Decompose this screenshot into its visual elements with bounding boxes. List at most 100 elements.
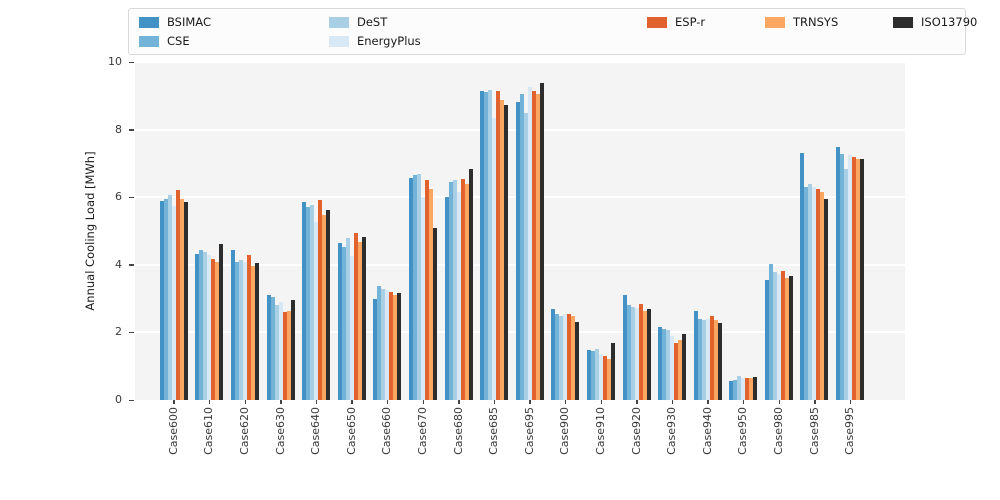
bar-cse-case900 bbox=[555, 313, 560, 400]
bar-group-case695 bbox=[512, 62, 548, 400]
bar-dest-case600 bbox=[167, 194, 172, 400]
legend-entry-espr: ESP-r bbox=[647, 15, 765, 29]
y-tick-mark-8 bbox=[129, 129, 134, 131]
bar-iso13790-case680 bbox=[468, 169, 473, 400]
bar-group-case630 bbox=[263, 62, 299, 400]
bar-esp-r-case630 bbox=[282, 312, 287, 400]
bar-bsimac-case670 bbox=[408, 177, 413, 400]
bar-iso13790-case985 bbox=[824, 198, 829, 400]
bar-energyplus-case660 bbox=[385, 290, 390, 400]
bar-group-case685 bbox=[476, 62, 512, 400]
x-tick-mark-case680 bbox=[458, 400, 460, 404]
bar-energyplus-case610 bbox=[207, 254, 212, 400]
bar-group-case995 bbox=[832, 62, 868, 400]
legend-swatch-bsimac bbox=[139, 16, 159, 28]
x-tick-label-case660: Case660 bbox=[380, 407, 394, 455]
x-tick-label-case640: Case640 bbox=[309, 407, 323, 455]
x-tick-mark-case600 bbox=[173, 400, 175, 404]
bar-group-case900 bbox=[548, 62, 584, 400]
bar-trnsys-case600 bbox=[179, 198, 184, 400]
bar-energyplus-case630 bbox=[278, 302, 283, 400]
x-tick-mark-case910 bbox=[600, 400, 602, 404]
legend-entry-bsimac: BSIMAC bbox=[139, 15, 329, 29]
bar-energyplus-case940 bbox=[705, 318, 710, 400]
x-tick-mark-case660 bbox=[386, 400, 389, 404]
y-tick-mark-0 bbox=[129, 399, 134, 401]
bar-iso13790-case995 bbox=[860, 159, 865, 400]
x-tick-mark-case930 bbox=[671, 400, 674, 404]
bar-iso13790-case695 bbox=[539, 83, 544, 400]
bar-group-case640 bbox=[298, 62, 334, 400]
bar-iso13790-case920 bbox=[646, 308, 651, 400]
bar-bsimac-case600 bbox=[159, 201, 164, 400]
bar-cse-case685 bbox=[484, 91, 489, 400]
bar-iso13790-case930 bbox=[682, 333, 687, 400]
bar-esp-r-case610 bbox=[211, 258, 216, 400]
x-tick-mark-case650 bbox=[351, 400, 353, 404]
bar-esp-r-case695 bbox=[531, 91, 536, 400]
bar-energyplus-case910 bbox=[598, 354, 603, 400]
bar-dest-case620 bbox=[238, 260, 243, 400]
bar-energyplus-case920 bbox=[634, 308, 639, 400]
bar-esp-r-case650 bbox=[353, 232, 358, 400]
bar-bsimac-case930 bbox=[658, 327, 663, 400]
bar-dest-case900 bbox=[559, 315, 564, 400]
x-tick-mark-case695 bbox=[529, 400, 531, 404]
bar-esp-r-case670 bbox=[424, 179, 429, 400]
x-tick-label-case620: Case620 bbox=[238, 407, 251, 455]
bar-energyplus-case620 bbox=[242, 262, 247, 400]
bar-cse-case980 bbox=[768, 264, 773, 400]
x-tick-mark-case670 bbox=[422, 400, 424, 404]
x-tick-label-case930: Case930 bbox=[665, 407, 679, 455]
bar-dest-case920 bbox=[630, 306, 635, 400]
bar-group-case670 bbox=[405, 62, 441, 400]
bar-bsimac-case920 bbox=[622, 295, 627, 400]
bar-esp-r-case640 bbox=[318, 199, 323, 400]
bar-iso13790-case610 bbox=[219, 243, 224, 400]
x-tick-label-case985: Case985 bbox=[807, 407, 821, 455]
x-tick-mark-case995 bbox=[849, 400, 852, 404]
bar-trnsys-case900 bbox=[571, 316, 576, 400]
x-tick-label-case600: Case600 bbox=[166, 407, 180, 455]
bar-esp-r-case995 bbox=[852, 157, 857, 400]
x-tick-label-case920: Case920 bbox=[629, 407, 643, 455]
bar-iso13790-case600 bbox=[183, 202, 188, 400]
x-tick-mark-case610 bbox=[208, 400, 211, 404]
x-tick-mark-case940 bbox=[707, 400, 709, 404]
y-tick-label-6: 6 bbox=[115, 190, 122, 204]
bar-cse-case610 bbox=[199, 249, 204, 400]
bar-bsimac-case610 bbox=[195, 254, 200, 400]
legend-entry-iso13790: ISO13790 bbox=[893, 15, 977, 29]
bar-esp-r-case985 bbox=[816, 188, 821, 400]
bar-trnsys-case680 bbox=[464, 183, 469, 400]
x-tick-label-case910: Case910 bbox=[594, 407, 607, 455]
bar-trnsys-case620 bbox=[250, 265, 255, 400]
bar-trnsys-case610 bbox=[215, 262, 220, 400]
bar-bsimac-case980 bbox=[764, 280, 769, 400]
bar-trnsys-case630 bbox=[286, 311, 291, 400]
bar-iso13790-case940 bbox=[717, 322, 722, 400]
bar-iso13790-case650 bbox=[361, 236, 366, 400]
bar-bsimac-case680 bbox=[444, 197, 449, 400]
legend-label-iso13790: ISO13790 bbox=[921, 15, 978, 29]
x-tick-label-case695: Case695 bbox=[522, 407, 536, 455]
plot-area bbox=[135, 61, 905, 400]
bar-energyplus-case985 bbox=[812, 187, 817, 400]
bar-esp-r-case900 bbox=[567, 314, 572, 400]
bar-trnsys-case985 bbox=[820, 192, 825, 400]
legend-swatch-espr bbox=[647, 16, 667, 28]
legend-label-espr: ESP-r bbox=[675, 15, 706, 29]
bar-trnsys-case920 bbox=[642, 311, 647, 400]
x-tick-mark-case950 bbox=[742, 400, 745, 404]
bar-cse-case995 bbox=[840, 153, 845, 400]
bar-esp-r-case600 bbox=[175, 190, 180, 400]
bar-bsimac-case685 bbox=[480, 90, 485, 400]
x-tick-label-case650: Case650 bbox=[344, 407, 358, 455]
bar-esp-r-case660 bbox=[389, 291, 394, 400]
bar-energyplus-case600 bbox=[171, 205, 176, 400]
bar-bsimac-case650 bbox=[337, 243, 342, 400]
x-tick-mark-case900 bbox=[564, 400, 567, 404]
legend: BSIMAC CSE DeST EnergyPlus ESP-r TRNSYS … bbox=[128, 8, 977, 55]
bar-cse-case630 bbox=[270, 296, 275, 400]
